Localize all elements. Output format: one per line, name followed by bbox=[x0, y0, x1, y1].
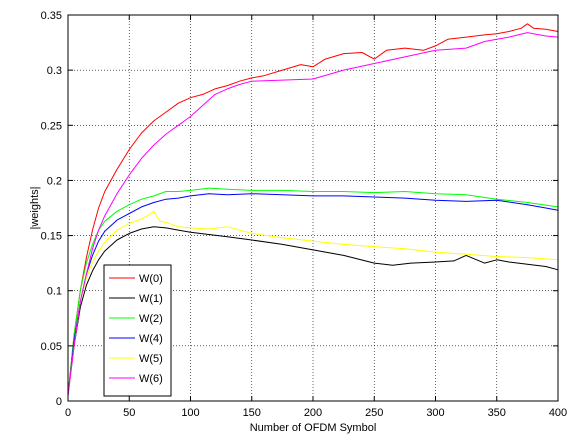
x-tick-label: 300 bbox=[426, 407, 444, 419]
y-tick-label: 0.35 bbox=[41, 10, 62, 22]
y-tick-label: 0.1 bbox=[47, 286, 62, 298]
x-tick-label: 250 bbox=[365, 407, 383, 419]
y-tick-label: 0.3 bbox=[47, 65, 62, 77]
legend-box bbox=[103, 264, 172, 397]
x-tick-label: 150 bbox=[243, 407, 261, 419]
x-tick-label: 350 bbox=[488, 407, 506, 419]
y-tick-label: 0.15 bbox=[41, 231, 62, 243]
y-tick-label: 0.25 bbox=[41, 120, 62, 132]
series-line-w6 bbox=[67, 32, 559, 396]
legend-label: W(6) bbox=[139, 373, 163, 385]
x-axis-label: Number of OFDM Symbol bbox=[250, 422, 377, 434]
legend-label: W(2) bbox=[139, 313, 163, 325]
series-lines bbox=[67, 23, 559, 396]
legend-label: W(4) bbox=[139, 333, 163, 345]
legend-label: W(0) bbox=[139, 273, 163, 285]
series-line-w5 bbox=[67, 210, 559, 396]
x-tick-label: 0 bbox=[65, 407, 71, 419]
legend-label: W(1) bbox=[139, 293, 163, 305]
legend-label: W(5) bbox=[139, 353, 163, 365]
y-tick-label: 0.2 bbox=[47, 175, 62, 187]
x-tick-label: 50 bbox=[123, 407, 135, 419]
x-tick-label: 400 bbox=[549, 407, 567, 419]
series-line-w2 bbox=[67, 187, 559, 396]
axis-ticks: 0 50 100 150 200 250 300 350 400 0 0.05 0.1 0.15 0.2 0… bbox=[41, 10, 568, 419]
legend: W(0) W(1) W(2) W(4) W(5) W(6) bbox=[103, 264, 172, 397]
series-line-w1 bbox=[67, 226, 559, 396]
series-line-w4 bbox=[67, 193, 559, 396]
y-tick-label: 0 bbox=[56, 396, 62, 408]
x-tick-label: 100 bbox=[181, 407, 199, 419]
y-axis-label: |weights| bbox=[29, 186, 41, 229]
series-line-w0 bbox=[67, 23, 559, 396]
x-tick-label: 200 bbox=[304, 407, 322, 419]
y-tick-label: 0.05 bbox=[41, 341, 62, 353]
